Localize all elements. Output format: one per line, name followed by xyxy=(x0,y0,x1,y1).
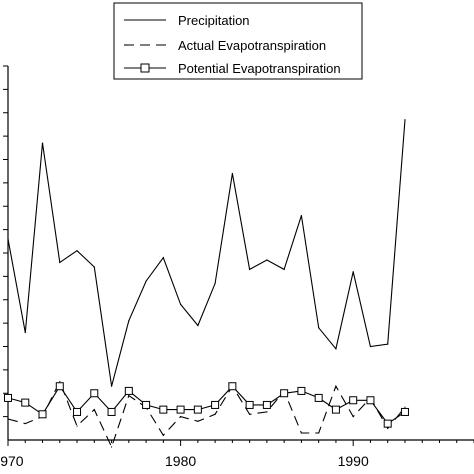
legend-label-precipitation: Precipitation xyxy=(178,13,250,28)
data-point xyxy=(352,416,354,418)
x-axis-ticks: 1970 1980 1990 xyxy=(0,440,474,469)
legend-swatch-marker-potential-evapotranspiration xyxy=(140,63,150,73)
data-point-marker xyxy=(262,400,271,409)
data-point xyxy=(335,385,337,387)
series-layer xyxy=(4,119,409,449)
data-point-marker xyxy=(400,407,409,416)
data-point xyxy=(318,432,320,434)
legend-box xyxy=(113,2,363,80)
data-point xyxy=(7,418,9,420)
data-point-marker xyxy=(176,405,185,414)
data-point-marker xyxy=(297,386,306,395)
x-tick-label: 1970 xyxy=(0,453,24,469)
data-point xyxy=(110,446,113,448)
data-point xyxy=(162,434,164,436)
data-point xyxy=(318,327,320,329)
data-point-marker xyxy=(90,389,99,398)
data-point xyxy=(197,324,199,327)
data-point-marker xyxy=(73,407,82,416)
data-point xyxy=(76,250,78,252)
data-point xyxy=(110,385,113,387)
data-point xyxy=(266,259,268,261)
data-point xyxy=(249,268,251,270)
series-line-precipitation xyxy=(7,119,406,387)
data-point xyxy=(214,413,216,415)
data-point xyxy=(266,411,268,413)
data-point xyxy=(145,280,147,282)
data-point-marker xyxy=(142,400,151,409)
data-point xyxy=(404,119,406,121)
data-point-marker xyxy=(4,393,12,402)
data-point xyxy=(283,268,285,270)
data-point-marker xyxy=(211,400,220,409)
data-point-marker xyxy=(55,382,64,391)
data-point xyxy=(76,425,78,427)
series-precipitation xyxy=(7,119,406,387)
data-point-marker xyxy=(280,389,289,398)
data-point xyxy=(231,172,233,175)
data-point xyxy=(24,331,26,334)
legend: Precipitation Actual Evapotranspiration … xyxy=(113,2,363,80)
data-point xyxy=(128,320,130,322)
data-point xyxy=(387,427,389,429)
x-tick-label: 1990 xyxy=(338,453,369,469)
data-point-marker xyxy=(124,386,133,395)
data-point xyxy=(249,413,251,415)
x-tick-label: 1980 xyxy=(165,453,196,469)
data-point xyxy=(387,343,389,345)
data-point xyxy=(128,394,130,397)
y-axis-ticks xyxy=(3,65,8,418)
data-point-marker xyxy=(383,419,392,428)
data-point xyxy=(404,406,406,408)
data-point-marker xyxy=(21,398,30,407)
data-point-marker xyxy=(38,410,47,419)
data-point-marker xyxy=(193,405,202,414)
data-point xyxy=(335,348,337,350)
data-point-marker xyxy=(331,405,340,414)
legend-label-potential-evapotranspiration: Potential Evapotranspiration xyxy=(178,61,341,76)
series-potential-evapotranspiration xyxy=(4,382,409,428)
data-point xyxy=(369,345,372,348)
data-point xyxy=(214,282,216,284)
data-point xyxy=(162,257,164,259)
data-point-marker xyxy=(107,407,116,416)
data-point xyxy=(7,238,9,240)
data-point xyxy=(59,261,61,263)
data-point xyxy=(352,271,354,273)
data-point-marker xyxy=(314,393,323,402)
data-point-marker xyxy=(159,405,168,414)
data-point xyxy=(300,215,303,217)
legend-label-actual-evapotranspiration: Actual Evapotranspiration xyxy=(178,38,326,53)
data-point xyxy=(24,423,26,425)
data-point xyxy=(93,409,95,411)
series-line-actual-evapotranspiration xyxy=(7,380,406,449)
data-point-marker xyxy=(349,396,358,405)
data-point-marker xyxy=(366,396,375,405)
series-actual-evapotranspiration xyxy=(7,380,406,449)
data-point xyxy=(59,380,61,383)
data-point xyxy=(179,416,182,418)
data-point xyxy=(179,303,182,306)
data-point-marker xyxy=(228,382,237,391)
data-point xyxy=(300,432,303,434)
data-point xyxy=(41,142,44,144)
data-point-marker xyxy=(245,400,254,409)
data-point xyxy=(93,266,95,268)
data-point xyxy=(197,420,199,422)
